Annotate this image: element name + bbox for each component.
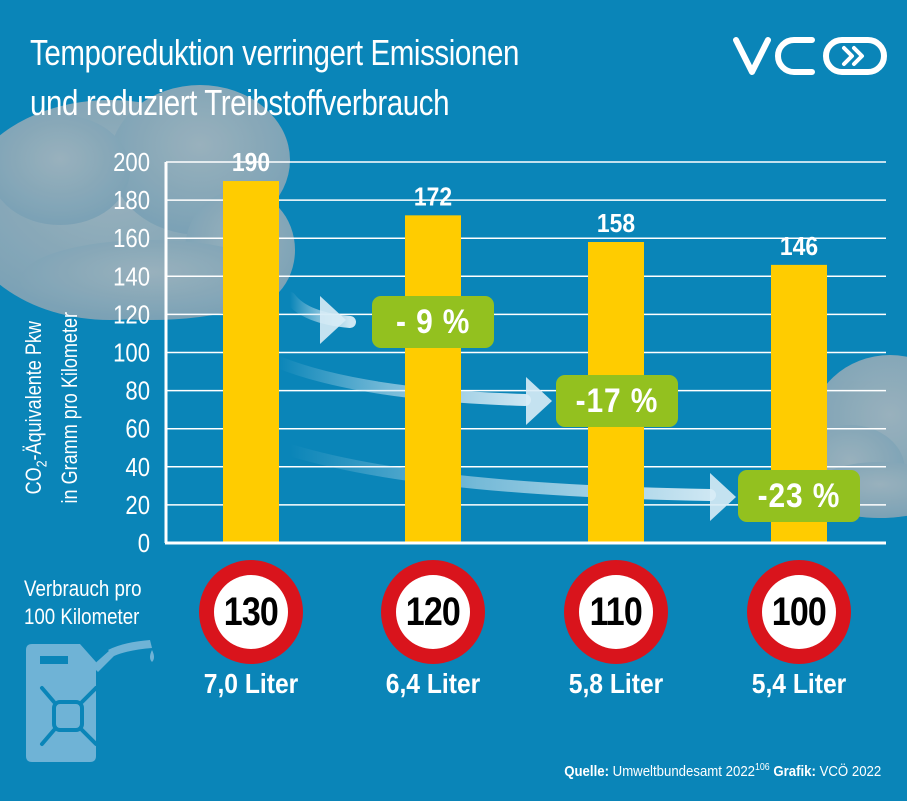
bar-120 [405, 215, 461, 543]
title-line-2: und reduziert Treibstoffverbrauch [30, 82, 450, 123]
chart-title: Temporeduktion verringert Emissionen und… [30, 28, 519, 128]
liters-120: 6,4 Liter [385, 668, 481, 699]
data-label-100: 146 [780, 233, 818, 262]
arrow-to-120-head [320, 296, 346, 344]
y-tick-label: 140 [113, 263, 150, 292]
y-axis-label-line-2: in Gramm pro Kilometer [57, 311, 83, 504]
bars [223, 181, 827, 544]
data-label-120: 172 [414, 183, 452, 212]
y-tick-label: 200 [113, 148, 150, 177]
y-tick-label: 40 [125, 453, 150, 482]
arrow-to-100-head [710, 473, 736, 521]
y-tick-label: 0 [138, 529, 150, 558]
data-label-110: 158 [597, 210, 635, 239]
arrow-to-110-head [526, 377, 552, 425]
title-line-1: Temporeduktion verringert Emissionen [30, 32, 519, 73]
speed-sign-100: 100 [747, 560, 851, 664]
y-axis-label: CO2-Äquivalente Pkw in Gramm pro Kilomet… [20, 272, 84, 543]
y-tick-label: 80 [125, 377, 150, 406]
y-tick-label: 180 [113, 186, 150, 215]
y-tick-label: 120 [113, 301, 150, 330]
speed-sign-120: 120 [381, 560, 485, 664]
reduction-badge-120: - 9 % [372, 296, 494, 348]
y-axis-label-line-1: CO2-Äquivalente Pkw [21, 321, 51, 495]
y-tick-label: 60 [125, 415, 150, 444]
reduction-badge-110: -17 % [556, 375, 678, 427]
liters-110: 5,8 Liter [568, 668, 664, 699]
reduction-badge-100: -23 % [738, 470, 860, 522]
arrow-to-110 [272, 356, 531, 406]
data-label-130: 190 [232, 149, 270, 178]
gridlines [166, 161, 886, 506]
liters-130: 7,0 Liter [203, 668, 299, 699]
y-tick-label: 100 [113, 339, 150, 368]
y-tick-label: 20 [125, 491, 150, 520]
y-tick-label: 160 [113, 225, 150, 254]
bar-130 [223, 181, 279, 544]
speed-sign-130: 130 [199, 560, 303, 664]
jerrycan-icon [26, 640, 154, 762]
source-note: Quelle: Umweltbundesamt 2022106 Grafik: … [563, 762, 881, 780]
vco-logo-icon [733, 37, 887, 75]
consumption-label: Verbrauch pro 100 Kilometer [24, 576, 142, 629]
speed-sign-110: 110 [564, 560, 668, 664]
y-tick-labels: 0 20 40 60 80 100 120 140 160 180 200 [113, 148, 150, 558]
data-labels: 190 172 158 146 [232, 149, 818, 261]
arrow-to-100 [284, 444, 716, 501]
liters-100: 5,4 Liter [751, 668, 847, 699]
